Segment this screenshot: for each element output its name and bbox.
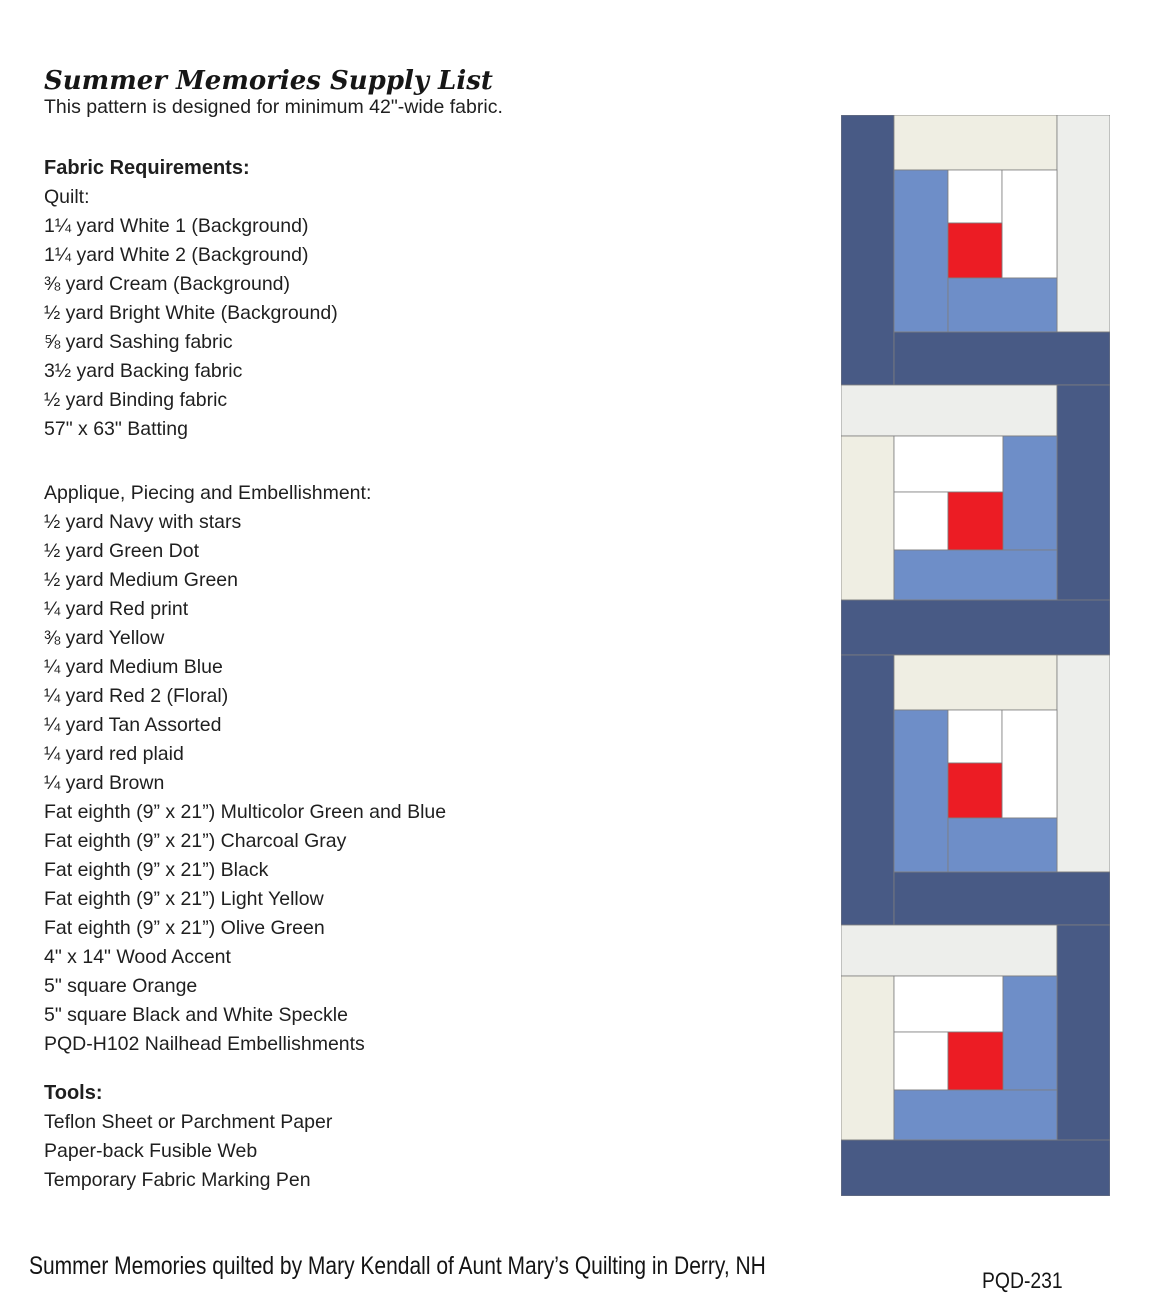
quilt-piece-white-right-log [1001, 169, 1058, 279]
supply-line: ¼ yard Red 2 (Floral) [44, 685, 229, 707]
quilt-piece-cream-top-log [893, 654, 1058, 711]
log-cabin-block-1 [841, 115, 1110, 386]
quilt-piece-gray-top-log [841, 924, 1058, 977]
supply-line: Quilt: [44, 186, 90, 208]
quilt-piece-navy-left-log [841, 654, 895, 926]
quilt-piece-cream-top-log [893, 115, 1058, 171]
quilt-strip-illustration [841, 115, 1110, 1196]
supply-line: ¼ yard Red print [44, 598, 189, 620]
supply-line: PQD-H102 Nailhead Embellishments [44, 1033, 365, 1055]
footer-credit: Summer Memories quilted by Mary Kendall … [29, 1252, 766, 1280]
quilt-piece-red-center [947, 762, 1003, 819]
section: Tools: Teflon Sheet or Parchment Paper Pap… [44, 1079, 784, 1195]
supply-line: Fat eighth (9” x 21”) Black [44, 859, 269, 881]
quilt-piece-white-left-square [893, 491, 949, 551]
supply-line: ⅜ yard Yellow [44, 627, 165, 649]
quilt-piece-white-top-log [893, 975, 1004, 1033]
supply-line: 3½ yard Backing fabric [44, 360, 243, 382]
quilt-piece-cream-left-log [841, 435, 895, 601]
log-cabin-block-4 [841, 924, 1110, 1196]
quilt-piece-navy-bottom-log [893, 871, 1110, 926]
supply-line: Fat eighth (9” x 21”) Light Yellow [44, 888, 324, 910]
quilt-piece-navy-bottom-log [893, 331, 1110, 386]
supply-line: 1¼ yard White 1 (Background) [44, 215, 309, 237]
supply-sections: Fabric Requirements: Quilt: 1¼ yard White … [44, 154, 784, 1195]
page-title: Summer Memories Supply List [44, 66, 493, 96]
supply-line: 5" square Black and White Speckle [44, 1004, 348, 1026]
supply-line: 4" x 14" Wood Accent [44, 946, 231, 968]
pattern-code: PQD-231 [982, 1268, 1063, 1293]
supply-line: ½ yard Binding fabric [44, 389, 228, 411]
quilt-piece-navy-bottom-log [841, 599, 1110, 656]
section-heading: Fabric Requirements: [44, 157, 250, 179]
supply-line: ¼ yard Brown [44, 772, 165, 794]
supply-line: 1¼ yard White 2 (Background) [44, 244, 309, 266]
quilt-piece-blue-bottom-log [893, 1089, 1058, 1141]
supply-line: Teflon Sheet or Parchment Paper [44, 1111, 333, 1133]
page-subtitle: This pattern is designed for minimum 42"… [44, 96, 503, 118]
quilt-piece-blue-bottom-log [947, 277, 1058, 333]
supply-line: Paper-back Fusible Web [44, 1140, 258, 1162]
quilt-piece-white-right-log [1001, 709, 1058, 819]
supply-line: ¼ yard Tan Assorted [44, 714, 222, 736]
supply-line: ¼ yard red plaid [44, 743, 184, 765]
quilt-piece-white-top-square [947, 709, 1003, 764]
section-heading: Applique, Piecing and Embellishment: [44, 482, 372, 504]
quilt-piece-blue-bottom-log [893, 549, 1058, 601]
quilt-piece-gray-top-log [841, 384, 1058, 437]
supply-line: ½ yard Green Dot [44, 540, 199, 562]
section: Fabric Requirements: Quilt: 1¼ yard White … [44, 154, 784, 444]
section: Applique, Piecing and Embellishment: ½ ya… [44, 479, 784, 1059]
supply-line: ¼ yard Medium Blue [44, 656, 223, 678]
log-cabin-block-2 [841, 384, 1110, 656]
quilt-piece-gray-right-log [1056, 115, 1110, 333]
quilt-piece-red-center [947, 222, 1003, 279]
supply-line: ⅜ yard Cream (Background) [44, 273, 291, 295]
supply-line: 57" x 63" Batting [44, 418, 188, 440]
supply-line: Fat eighth (9” x 21”) Olive Green [44, 917, 325, 939]
supply-line: ½ yard Medium Green [44, 569, 239, 591]
supply-line: ½ yard Bright White (Background) [44, 302, 338, 324]
quilt-piece-navy-bottom-log [841, 1139, 1110, 1196]
supply-list-content: Summer Memories Supply List This pattern… [44, 66, 784, 1195]
quilt-piece-blue-left-log [893, 169, 949, 333]
quilt-piece-blue-bottom-log [947, 817, 1058, 873]
quilt-piece-white-top-square [947, 169, 1003, 224]
log-cabin-block-3 [841, 654, 1110, 926]
quilt-piece-blue-right-log [1002, 975, 1058, 1091]
supply-line: Temporary Fabric Marking Pen [44, 1169, 311, 1191]
quilt-piece-blue-left-log [893, 709, 949, 873]
quilt-piece-white-top-log [893, 435, 1004, 493]
quilt-piece-navy-left-log [841, 115, 895, 386]
quilt-piece-red-center [947, 491, 1004, 551]
supply-line: ½ yard Navy with stars [44, 511, 242, 533]
section-heading: Tools: [44, 1082, 103, 1104]
supply-line: Fat eighth (9” x 21”) Charcoal Gray [44, 830, 347, 852]
supply-line: 5" square Orange [44, 975, 198, 997]
supply-line: ⅝ yard Sashing fabric [44, 331, 233, 353]
quilt-piece-blue-right-log [1002, 435, 1058, 551]
quilt-piece-white-left-square [893, 1031, 949, 1091]
quilt-piece-gray-right-log [1056, 654, 1110, 873]
supply-line: Fat eighth (9” x 21”) Multicolor Green a… [44, 801, 447, 823]
quilt-piece-cream-left-log [841, 975, 895, 1141]
quilt-piece-red-center [947, 1031, 1004, 1091]
